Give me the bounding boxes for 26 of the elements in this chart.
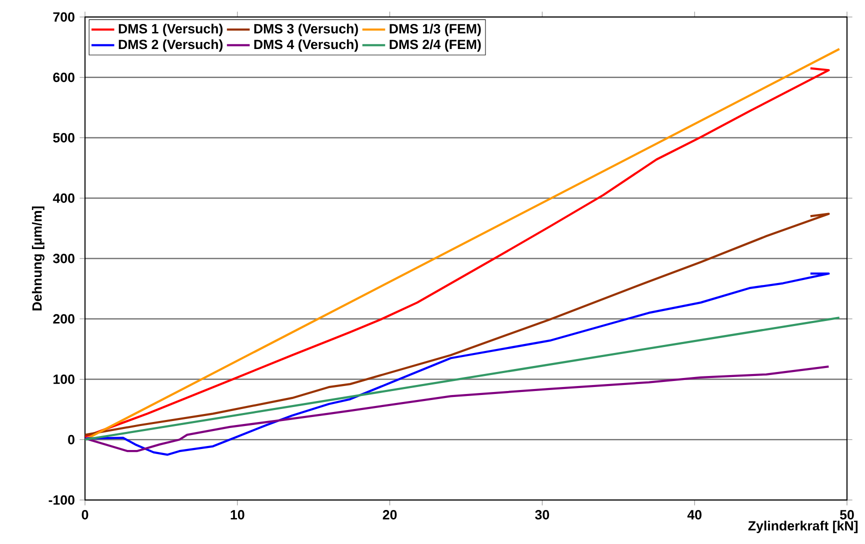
- legend-label: DMS 2 (Versuch): [118, 39, 223, 52]
- y-tick-label: 400: [52, 193, 74, 203]
- y-tick-label: 200: [53, 314, 74, 324]
- x-axis-title: Zylinderkraft [kN]: [748, 520, 858, 534]
- x-tick-label: 0: [82, 510, 88, 520]
- x-tick-label: 20: [382, 510, 397, 520]
- legend-label: DMS 1 (Versuch): [118, 24, 223, 36]
- x-tick-label: 50: [840, 510, 854, 520]
- y-axis-title: Dehnung [µm/m]: [32, 206, 44, 310]
- y-tick-label: -100: [48, 495, 74, 505]
- y-tick-label: 100: [54, 374, 74, 384]
- line-series: [85, 366, 830, 452]
- legend-label: DMS 1/3 (FEM): [390, 24, 481, 36]
- x-tick-label: 10: [230, 510, 244, 520]
- x-tick-label: 40: [687, 510, 702, 520]
- x-tick-label: 30: [535, 510, 550, 520]
- line-series: [85, 272, 830, 456]
- legend-label: DMS 3 (Versuch): [254, 24, 358, 36]
- line-series: [85, 212, 830, 436]
- y-tick-label: 0: [68, 434, 74, 444]
- legend-label: DMS 4 (Versuch): [254, 39, 358, 52]
- legend-label: DMS 2/4 (FEM): [390, 39, 481, 52]
- y-tick-label: 500: [53, 133, 74, 142]
- y-tick-label: 600: [53, 72, 74, 82]
- y-tick-label: 300: [53, 254, 74, 264]
- y-tick-label: 700: [53, 12, 74, 22]
